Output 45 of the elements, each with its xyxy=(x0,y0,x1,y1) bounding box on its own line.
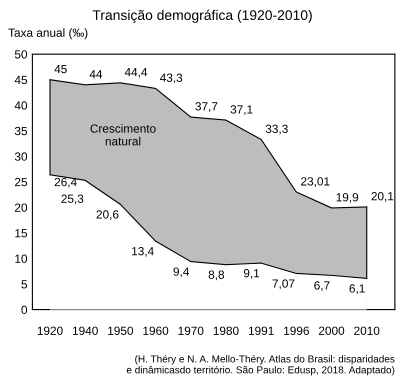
x-tick-label: 1950 xyxy=(108,326,134,335)
y-tick-label: 50 xyxy=(14,50,28,59)
data-label: 6,7 xyxy=(314,281,330,291)
x-tick-label: 1920 xyxy=(38,326,63,335)
y-axis-title: Taxa anual (‰) xyxy=(8,28,88,40)
x-tick-label: 1970 xyxy=(178,326,204,335)
data-label: 37,1 xyxy=(230,105,253,115)
data-label: 7,07 xyxy=(272,279,294,290)
x-tick-label: 2010 xyxy=(354,326,380,335)
text: (H. Théry e N. A. Mello-Théry. Atlas do Brasil: disparidades e dinâmicasdo território. São Paulo: Edusp, 2018. Adaptado) xyxy=(126,355,395,376)
data-label: 8,8 xyxy=(208,270,224,280)
data-label: 19,9 xyxy=(336,193,358,203)
x-tick-label: 1960 xyxy=(143,326,168,335)
data-label: 20,6 xyxy=(96,210,118,220)
y-tick-label: 35 xyxy=(14,126,28,136)
data-label: 23,01 xyxy=(301,177,330,187)
data-label: 20,1 xyxy=(371,192,394,202)
data-label: 13,4 xyxy=(132,247,154,257)
x-tick-label: 1940 xyxy=(72,326,98,335)
chart-title: Transição demográfica (1920-2010) xyxy=(92,10,312,23)
data-label: 43,3 xyxy=(160,74,182,84)
y-tick-label: 5 xyxy=(21,280,28,288)
x-tick-label: 1996 xyxy=(284,326,309,335)
annotation: Crescimento natural xyxy=(90,124,156,146)
data-label: 37,7 xyxy=(195,102,218,112)
data-label: 9,4 xyxy=(174,267,190,278)
data-label: 9,1 xyxy=(244,268,260,279)
data-label: 6,1 xyxy=(350,284,365,294)
data-label: 44,4 xyxy=(124,68,148,78)
y-tick-label: 40 xyxy=(14,101,28,110)
x-tick-label: 1980 xyxy=(214,326,239,335)
y-tick-label: 20 xyxy=(15,203,28,212)
y-tick-label: 25 xyxy=(15,178,28,186)
y-tick-label: 30 xyxy=(14,152,28,161)
x-tick-label: 2000 xyxy=(318,326,344,335)
data-label: 44 xyxy=(90,70,102,78)
y-tick-label: 45 xyxy=(14,76,28,84)
y-tick-label: 15 xyxy=(15,229,28,238)
data-label: 26,4 xyxy=(54,178,77,188)
data-label: 33,3 xyxy=(266,124,288,134)
y-tick-label: 0 xyxy=(21,306,28,314)
x-tick-label: 1991 xyxy=(248,326,274,335)
data-label: 25,3 xyxy=(61,194,84,204)
data-label: 45 xyxy=(54,64,67,74)
y-tick-label: 10 xyxy=(15,254,28,263)
